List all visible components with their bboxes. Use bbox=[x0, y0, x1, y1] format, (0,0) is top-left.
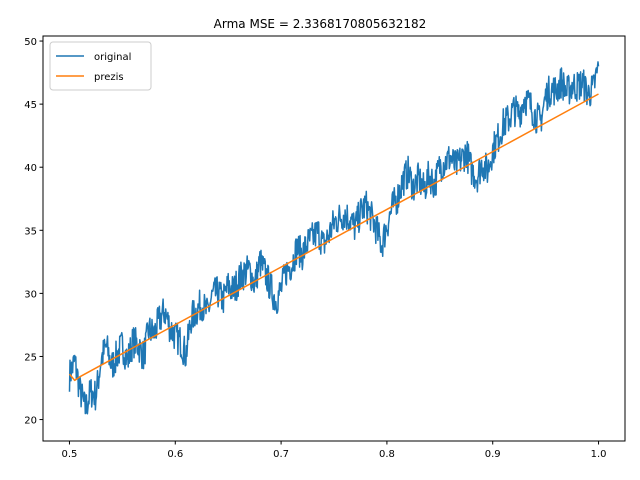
y-tick-label: 20 bbox=[24, 416, 37, 427]
legend-label-original: original bbox=[94, 52, 131, 63]
y-tick-label: 45 bbox=[24, 100, 37, 111]
legend-box bbox=[49, 41, 152, 91]
x-tick-label: 0.9 bbox=[485, 449, 501, 460]
series-line-prezis bbox=[68, 93, 599, 382]
y-tick-label: 25 bbox=[24, 352, 37, 363]
y-tick-label: 50 bbox=[24, 37, 37, 48]
x-tick-label: 0.8 bbox=[379, 449, 395, 460]
series-line-original bbox=[68, 61, 600, 415]
x-axis: 0.5 0.6 0.7 0.8 0.9 1.0 bbox=[62, 441, 607, 460]
x-tick-label: 1.0 bbox=[591, 449, 607, 460]
x-tick-label: 0.5 bbox=[62, 449, 78, 460]
y-axis: 20 25 30 35 40 45 50 bbox=[24, 37, 43, 427]
y-tick-label: 40 bbox=[24, 163, 37, 174]
y-tick-label: 35 bbox=[24, 226, 37, 237]
series-layer bbox=[68, 61, 600, 415]
chart-title: Arma MSE = 2.3368170805632182 bbox=[214, 17, 427, 31]
plot-frame bbox=[42, 35, 626, 442]
y-tick-label: 30 bbox=[24, 289, 37, 300]
plot-area: 0.5 0.6 0.7 0.8 0.9 1.0 20 25 30 35 40 45 50 bbox=[24, 35, 626, 460]
x-tick-label: 0.6 bbox=[167, 449, 183, 460]
legend-label-prezis: prezis bbox=[94, 72, 124, 83]
legend: original prezis bbox=[49, 41, 152, 91]
x-tick-label: 0.7 bbox=[273, 449, 289, 460]
